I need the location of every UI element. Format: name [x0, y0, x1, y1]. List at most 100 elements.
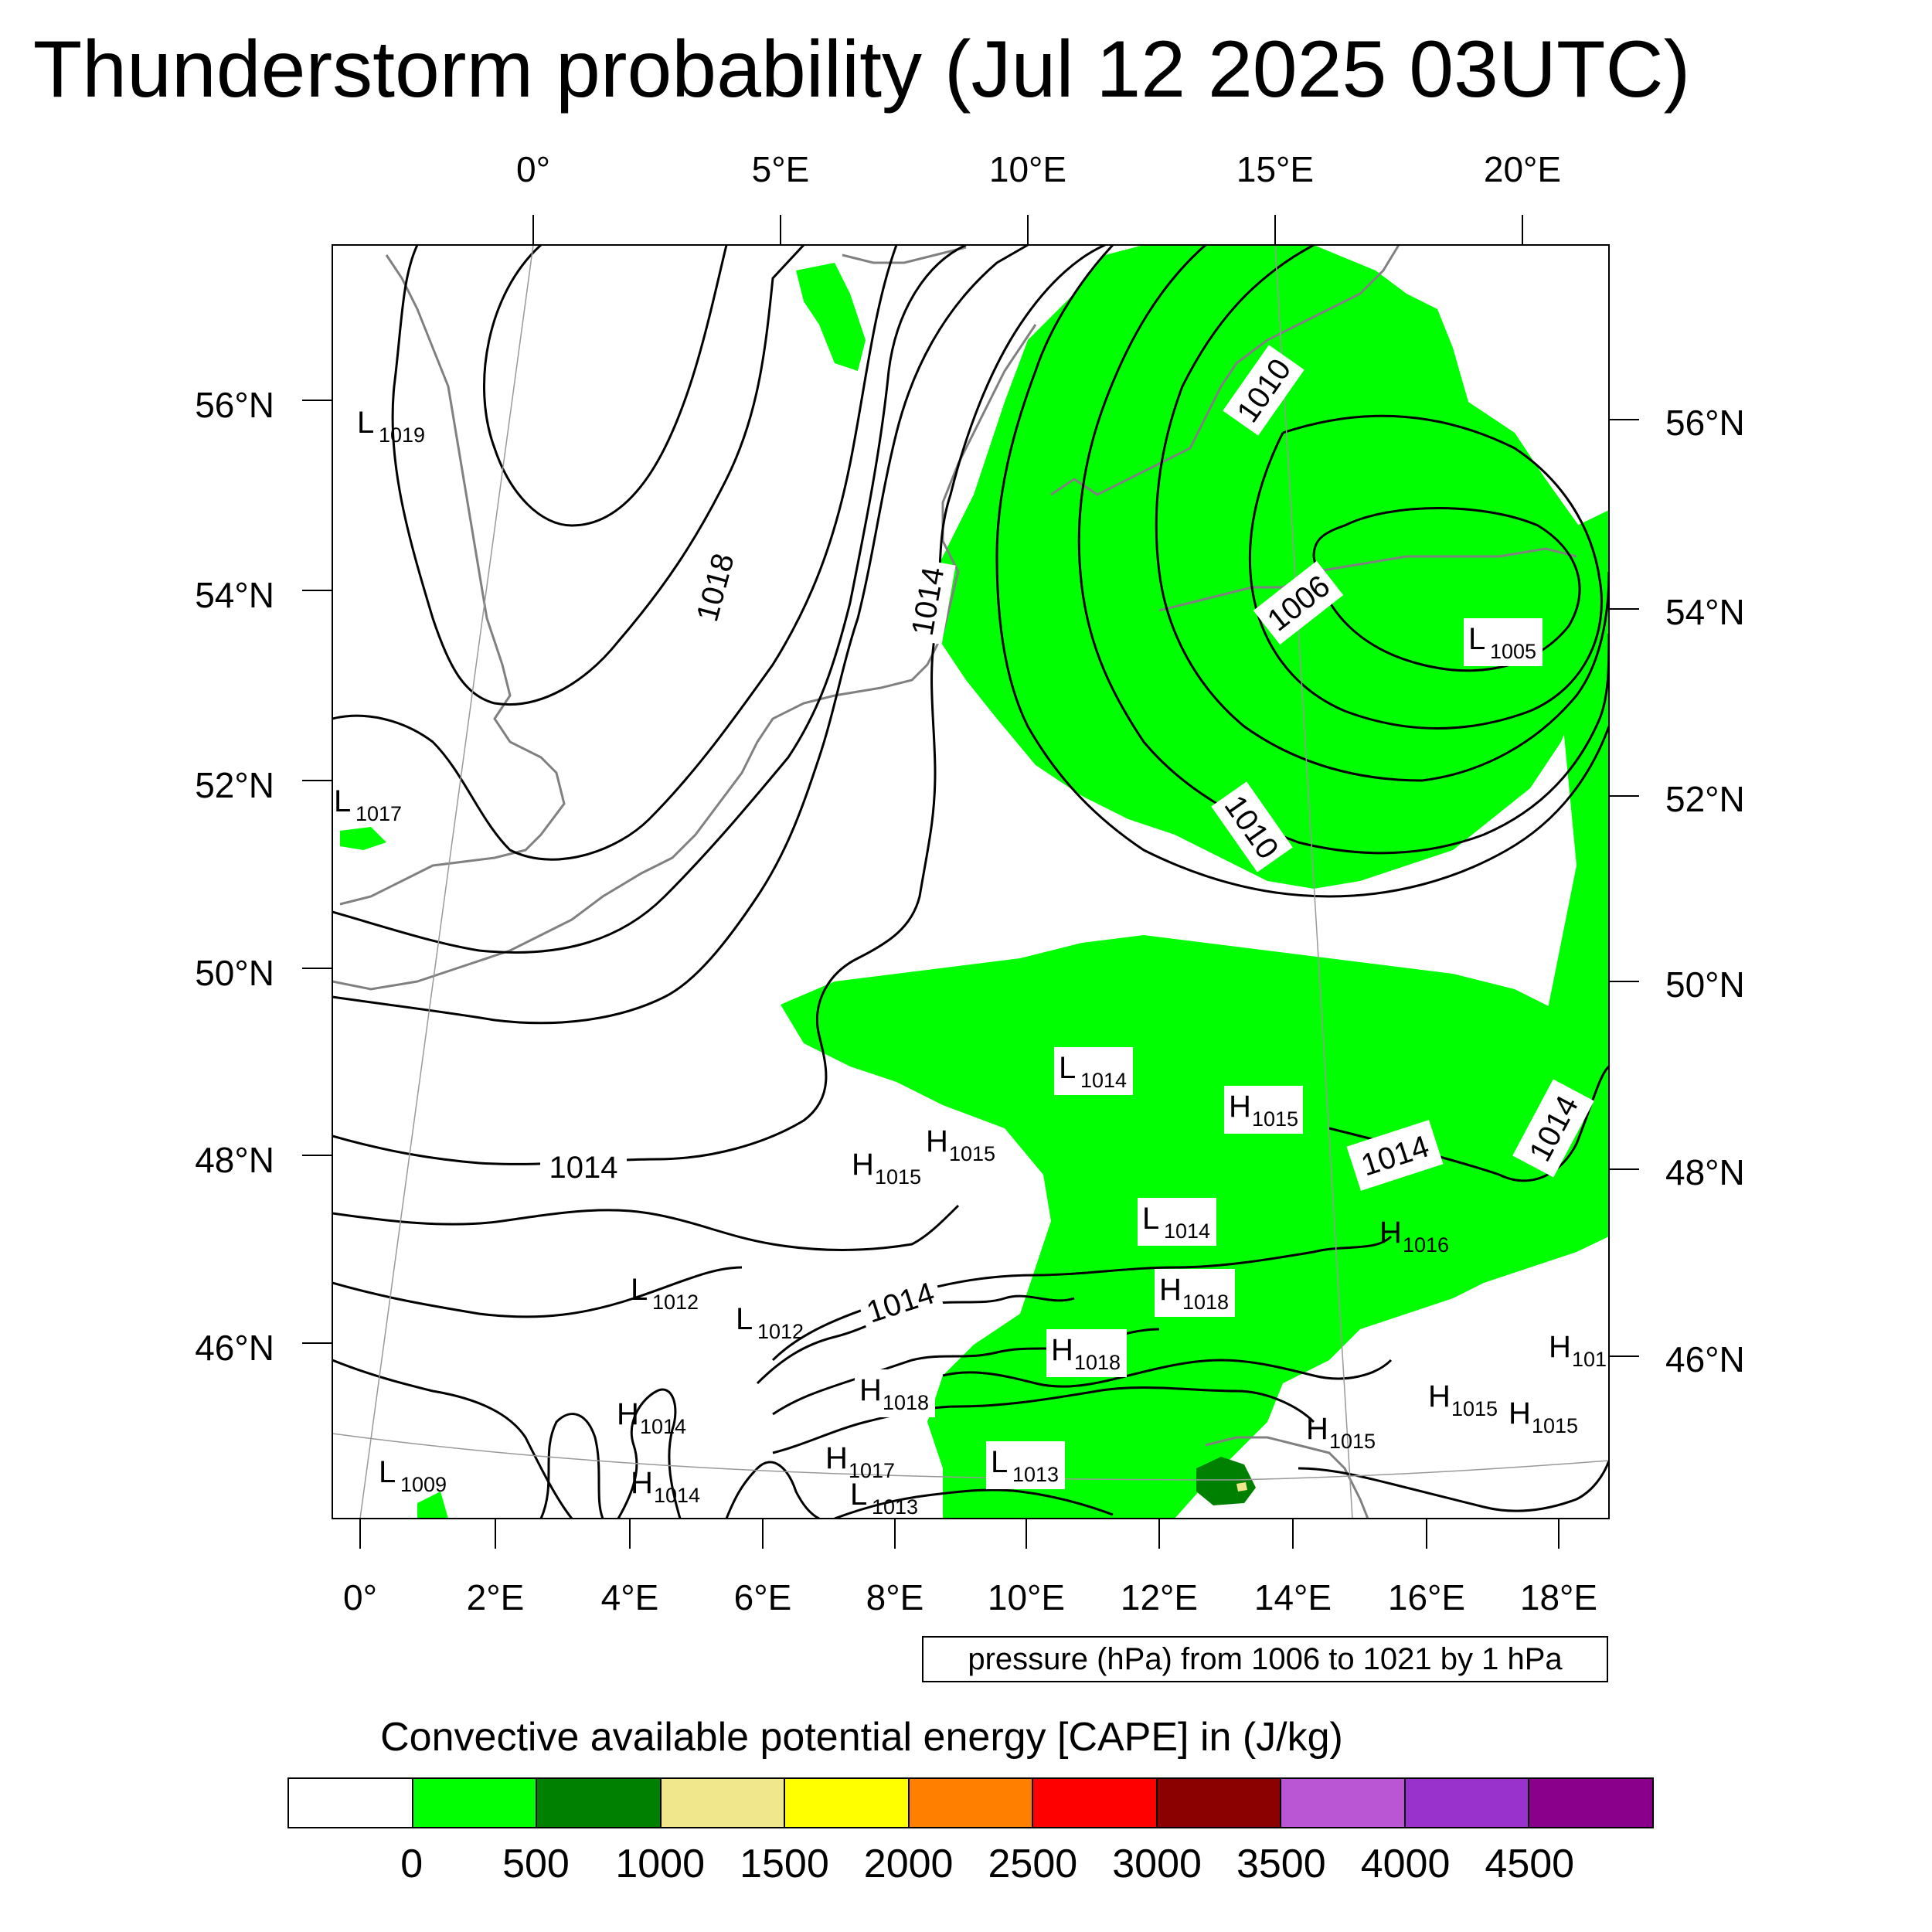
- colorbar-swatch: [537, 1779, 662, 1827]
- svg-text:H: H: [1549, 1330, 1571, 1364]
- graticule-layer: [332, 245, 1609, 1519]
- isobar-1010-outer: [995, 245, 1609, 898]
- svg-text:H: H: [1428, 1379, 1451, 1413]
- top-lon-label: 20°E: [1484, 149, 1561, 189]
- cape-fill-layer: [340, 245, 1609, 1519]
- isobar-1018-ridge: [391, 245, 805, 706]
- isobar-label-1014-north: 1014: [899, 557, 956, 645]
- right-lat-label: 52°N: [1665, 779, 1745, 819]
- pressure-center-label: L 1014: [1054, 1047, 1133, 1095]
- svg-text:1012: 1012: [652, 1291, 699, 1314]
- isobar-alps-3: [942, 1359, 1393, 1388]
- pressure-center-label: H 1017: [825, 1441, 895, 1482]
- colorbar-swatch: [661, 1779, 786, 1827]
- pressure-center-label: L 1012: [631, 1273, 699, 1314]
- isobar-1015: [332, 245, 1029, 1025]
- right-axis-ticks: [1609, 419, 1639, 1357]
- right-lat-label: 54°N: [1665, 592, 1745, 632]
- isobar-label-1014-alps: 1014: [855, 1269, 946, 1335]
- colorbar-swatch: [785, 1779, 910, 1827]
- left-lat-label: 50°N: [195, 953, 274, 993]
- map-frame: [332, 244, 1610, 1519]
- pressure-center-label: L 1009: [379, 1455, 447, 1496]
- colorbar-swatch: [1405, 1779, 1530, 1827]
- left-lat-label: 46°N: [195, 1328, 274, 1368]
- colorbar-label: 2000: [863, 1842, 954, 1886]
- svg-text:L: L: [334, 784, 351, 818]
- isobar-1011: [332, 1359, 573, 1519]
- svg-text:L: L: [1468, 622, 1485, 656]
- isobar-southwest-2: [617, 1388, 682, 1519]
- isobar-south-2: [834, 1488, 1114, 1519]
- chart-title: Thunderstorm probability (Jul 12 2025 03…: [32, 25, 1691, 114]
- pressure-contour-note: pressure (hPa) from 1006 to 1021 by 1 hP…: [922, 1636, 1608, 1682]
- colorbar-swatch: [1033, 1779, 1158, 1827]
- isobar-1013: [332, 1204, 960, 1251]
- colorbar-swatch: [909, 1779, 1034, 1827]
- svg-text:1014: 1014: [640, 1415, 686, 1438]
- colorbar-swatch: [1157, 1779, 1282, 1827]
- coastline-adriatic: [1205, 1436, 1369, 1519]
- cape-area-1500: [1236, 1482, 1247, 1492]
- svg-text:1013: 1013: [872, 1495, 918, 1519]
- cape-area-west: [340, 827, 386, 850]
- pressure-center-label: L 1019: [357, 406, 425, 447]
- pressure-center-label: H 1015: [926, 1124, 995, 1165]
- svg-text:H: H: [1051, 1333, 1073, 1367]
- svg-text:1017: 1017: [849, 1459, 895, 1482]
- colorbar-title: Convective available potential energy [C…: [380, 1715, 1343, 1760]
- colorbar: [287, 1777, 1654, 1828]
- top-lon-label: 10°E: [989, 149, 1066, 189]
- svg-text:1015: 1015: [1329, 1430, 1376, 1453]
- pressure-center-label: L 1005: [1464, 618, 1543, 666]
- bottom-lon-label: 6°E: [734, 1577, 792, 1617]
- svg-text:H: H: [926, 1124, 948, 1158]
- pressure-center-label: H 1015: [852, 1148, 921, 1189]
- pressure-center-label: L 1014: [1138, 1198, 1216, 1246]
- colorbar-label: 1500: [740, 1842, 829, 1886]
- top-axis-ticks: [532, 215, 1523, 245]
- cape-area-1000: [1196, 1457, 1256, 1505]
- bottom-lon-label: 10°E: [988, 1577, 1065, 1617]
- bottom-lon-label: 2°E: [467, 1577, 525, 1617]
- colorbar-label: 3000: [1112, 1842, 1202, 1886]
- svg-text:1012: 1012: [757, 1320, 804, 1343]
- svg-text:1015: 1015: [1532, 1414, 1578, 1437]
- colorbar-label: 1000: [615, 1842, 706, 1886]
- svg-text:H: H: [617, 1397, 639, 1431]
- isobar-1006: [1312, 507, 1581, 672]
- svg-text:L: L: [631, 1273, 648, 1307]
- svg-text:1017: 1017: [355, 802, 402, 825]
- svg-text:H: H: [1159, 1273, 1182, 1307]
- right-lat-label: 50°N: [1665, 964, 1745, 1005]
- left-lat-label: 56°N: [195, 385, 274, 425]
- isobar-1019-ridge: [483, 245, 728, 527]
- svg-text:1015: 1015: [1252, 1107, 1298, 1131]
- left-lat-label: 48°N: [195, 1140, 274, 1180]
- isobar-southwest-1: [539, 1413, 604, 1519]
- svg-text:L: L: [379, 1455, 396, 1489]
- colorbar-label: 500: [502, 1842, 570, 1886]
- svg-text:1016: 1016: [1403, 1233, 1449, 1257]
- left-lat-label: 52°N: [195, 765, 274, 805]
- isobar-1017: [332, 245, 898, 861]
- top-lon-label: 15°E: [1236, 149, 1314, 189]
- colorbar-label: 3500: [1236, 1842, 1326, 1886]
- pressure-center-label: H 1018: [1046, 1329, 1127, 1377]
- svg-text:L: L: [1142, 1202, 1159, 1236]
- pressure-center-label: H 101: [1549, 1330, 1607, 1371]
- graticule-0: [359, 245, 534, 1519]
- pressure-centers: L 1019 L 1017 L 1005 L 1014 H 1015 H 101…: [334, 406, 1607, 1519]
- coastline-poland: [1158, 547, 1577, 612]
- isobar-label-1018: 1018: [683, 543, 747, 632]
- svg-text:H: H: [1379, 1216, 1402, 1250]
- colorbar-swatch: [1281, 1779, 1406, 1827]
- bottom-lon-label: 16°E: [1388, 1577, 1465, 1617]
- svg-text:H: H: [852, 1148, 874, 1182]
- colorbar-label: 2500: [988, 1842, 1078, 1886]
- bottom-lon-label: 8°E: [866, 1577, 924, 1617]
- right-lat-label: 48°N: [1665, 1152, 1745, 1192]
- svg-text:1019: 1019: [379, 423, 425, 447]
- coastline-norway: [842, 246, 967, 264]
